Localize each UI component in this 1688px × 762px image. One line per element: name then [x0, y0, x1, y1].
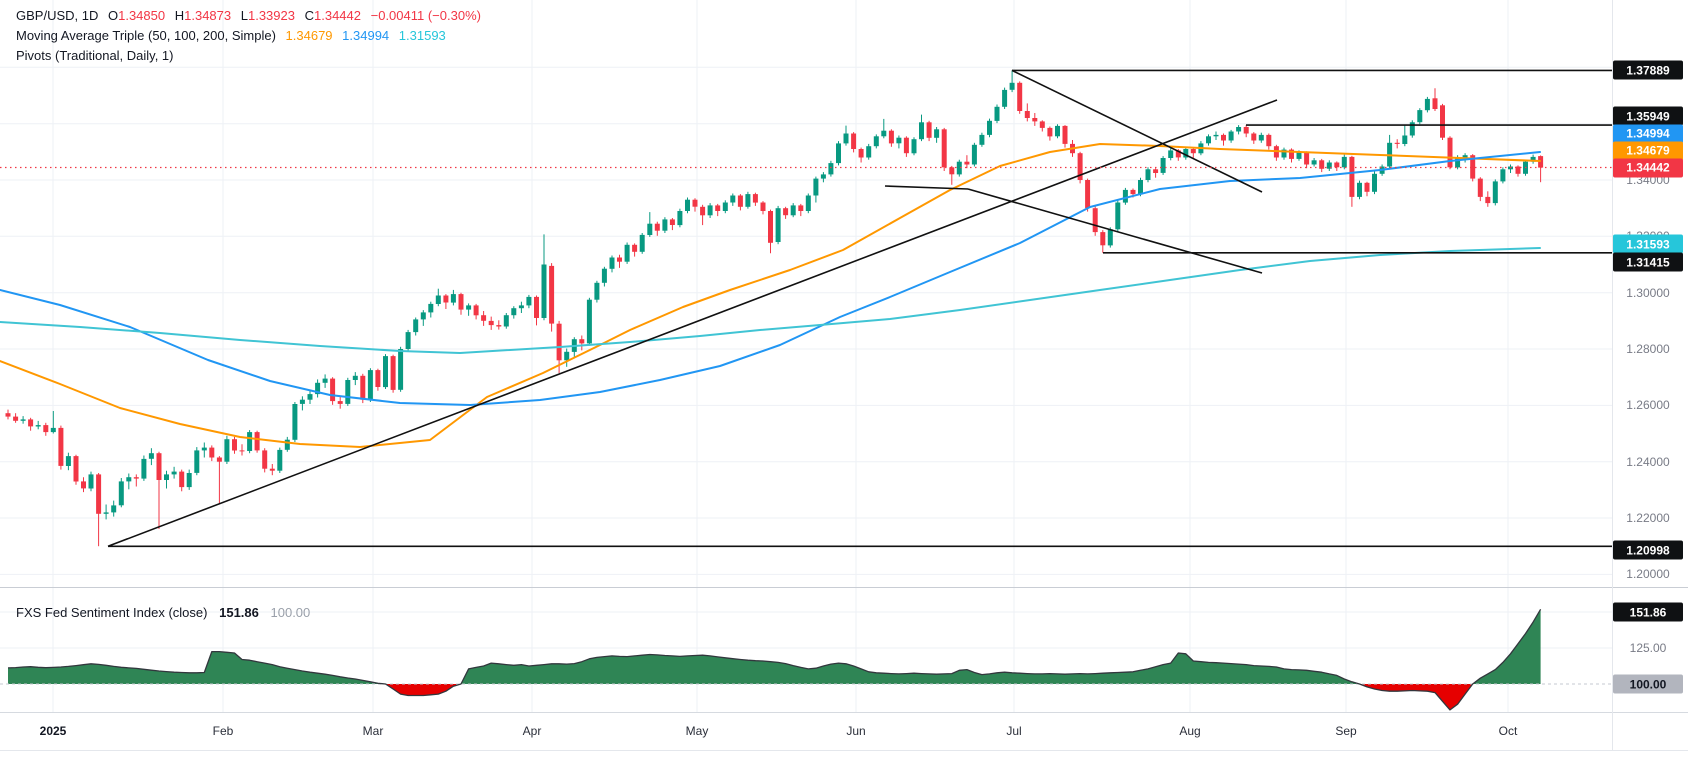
- price-label-1.26000: 1.26000: [1626, 398, 1670, 412]
- price-scale-border: [1612, 0, 1613, 750]
- price-badge-1.34679: 1.34679: [1613, 141, 1683, 160]
- price-badge-1.31593: 1.31593: [1613, 234, 1683, 254]
- pivots-legend-row[interactable]: Pivots (Traditional, Daily, 1): [16, 46, 487, 66]
- price-badge-151.86: 151.86: [1613, 602, 1683, 622]
- low-value: 1.33923: [247, 8, 295, 23]
- month-label-Jun: Jun: [846, 724, 866, 738]
- close-value: 1.34442: [314, 8, 361, 23]
- price-badge-1.37889: 1.37889: [1613, 60, 1683, 80]
- price-label-1.28000: 1.28000: [1626, 342, 1670, 356]
- close-label: C: [304, 8, 314, 23]
- month-label-Aug: Aug: [1179, 724, 1201, 738]
- month-label-Feb: Feb: [212, 724, 234, 738]
- symbol-title: GBP/USD, 1D: [16, 8, 99, 23]
- pane-divider[interactable]: [0, 587, 1688, 588]
- chart-legend[interactable]: GBP/USD, 1D O1.34850 H1.34873 L1.33923 C…: [16, 6, 487, 66]
- open-label: O: [107, 8, 119, 23]
- month-label-Apr: Apr: [522, 724, 542, 738]
- pivots-indicator-title: Pivots (Traditional, Daily, 1): [16, 48, 174, 63]
- month-label-Mar: Mar: [362, 724, 384, 738]
- month-label-Oct: Oct: [1498, 724, 1518, 738]
- ma200-value: 1.31593: [398, 28, 446, 43]
- month-label-May: May: [685, 724, 709, 738]
- price-badge-100.00: 100.00: [1613, 674, 1683, 694]
- price-badge-1.31415: 1.31415: [1613, 252, 1683, 272]
- sentiment-legend-row[interactable]: FXS Fed Sentiment Index (close) 151.86 1…: [16, 605, 310, 620]
- time-axis-border: [0, 712, 1688, 713]
- ma100-value: 1.34994: [342, 28, 390, 43]
- ma-indicator-title: Moving Average Triple (50, 100, 200, Sim…: [16, 28, 276, 43]
- price-label-1.30000: 1.30000: [1626, 286, 1670, 300]
- price-label-1.20000: 1.20000: [1626, 567, 1670, 581]
- price-label-125.00: 125.00: [1629, 641, 1667, 655]
- ma50-value: 1.34679: [285, 28, 333, 43]
- sentiment-indicator-title: FXS Fed Sentiment Index (close): [16, 605, 208, 620]
- sentiment-baseline-value: 100.00: [270, 605, 311, 620]
- sentiment-last-value: 151.86: [219, 605, 259, 620]
- price-label-1.22000: 1.22000: [1626, 511, 1670, 525]
- price-label-1.24000: 1.24000: [1626, 455, 1670, 469]
- open-value: 1.34850: [118, 8, 166, 23]
- month-label-Jul: Jul: [1006, 724, 1022, 738]
- price-badge-1.34442: 1.34442: [1613, 158, 1683, 177]
- low-label: L: [240, 8, 248, 23]
- price-badge-1.35949: 1.35949: [1613, 106, 1683, 126]
- high-value: 1.34873: [184, 8, 232, 23]
- symbol-legend-row[interactable]: GBP/USD, 1D O1.34850 H1.34873 L1.33923 C…: [16, 6, 487, 26]
- high-label: H: [174, 8, 185, 23]
- bottom-hairline: [0, 750, 1688, 751]
- price-badge-1.20998: 1.20998: [1613, 540, 1683, 560]
- month-label-2025: 2025: [39, 724, 67, 738]
- price-badge-1.34994: 1.34994: [1613, 124, 1683, 143]
- change-value: −0.00411 (−0.30%): [370, 8, 481, 23]
- ma-legend-row[interactable]: Moving Average Triple (50, 100, 200, Sim…: [16, 26, 487, 46]
- month-label-Sep: Sep: [1335, 724, 1357, 738]
